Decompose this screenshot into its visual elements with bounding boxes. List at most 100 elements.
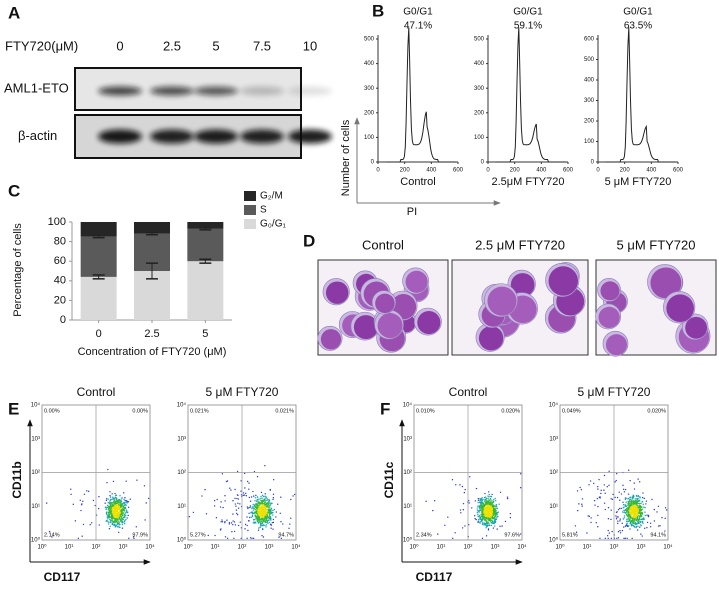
- event-dot: [629, 496, 631, 499]
- event-dot: [478, 511, 480, 513]
- event-dot: [483, 498, 485, 500]
- event-dot: [493, 511, 495, 513]
- quadrant-percent: 94.7%: [278, 532, 294, 538]
- event-dot: [257, 499, 259, 501]
- y-tick-label: 10⁴: [31, 402, 41, 409]
- event-dot: [123, 523, 126, 525]
- event-dot: [627, 515, 630, 518]
- event-dot: [636, 498, 638, 500]
- cell-nucleus: [666, 294, 694, 323]
- gate-percent: 59.1%: [514, 21, 542, 32]
- event-dot: [483, 508, 485, 510]
- event-dot: [115, 515, 118, 517]
- event-dot: [123, 504, 126, 507]
- event-dot: [633, 508, 635, 511]
- x-tick-label: 10¹: [65, 545, 74, 551]
- event-dot: [646, 521, 649, 524]
- event-dot: [632, 518, 634, 521]
- event-dot: [625, 505, 627, 508]
- event-dot: [627, 497, 630, 500]
- y-tick-label: 10²: [403, 470, 412, 476]
- event-dot: [121, 527, 124, 529]
- event-dot: [629, 523, 631, 525]
- y-tick-label: 60: [54, 255, 66, 267]
- event-dot: [480, 518, 482, 521]
- x-tick-label: 400: [426, 168, 437, 174]
- event-dot: [257, 504, 259, 506]
- event-dot: [268, 519, 270, 521]
- event-dot: [484, 522, 487, 525]
- event-dot: [237, 498, 240, 500]
- event-dot: [109, 511, 111, 513]
- event-dot: [109, 525, 111, 528]
- event-dot: [639, 496, 641, 498]
- event-dot: [266, 514, 269, 516]
- event-dot: [588, 515, 591, 517]
- event-dot: [631, 513, 633, 516]
- event-dot: [257, 515, 259, 517]
- event-dot: [105, 499, 108, 502]
- event-dot: [631, 519, 633, 522]
- event-dot: [125, 499, 127, 502]
- cell-nucleus: [405, 270, 428, 293]
- event-dot: [639, 521, 642, 524]
- event-dot: [624, 504, 627, 506]
- event-dot: [244, 523, 247, 526]
- event-dot: [80, 509, 82, 512]
- event-dot: [109, 495, 111, 497]
- event-dot: [259, 510, 261, 512]
- event-dot: [260, 511, 262, 513]
- event-dot: [482, 522, 484, 524]
- event-dot: [623, 537, 625, 540]
- event-dot: [111, 522, 114, 525]
- event-dot: [111, 505, 114, 507]
- event-dot: [476, 510, 479, 512]
- event-dot: [486, 505, 488, 507]
- event-dot: [226, 519, 228, 521]
- event-dot: [485, 535, 488, 537]
- event-dot: [485, 510, 487, 513]
- event-dot: [637, 525, 639, 528]
- event-dot: [98, 495, 100, 498]
- event-dot: [123, 492, 125, 494]
- event-dot: [255, 522, 257, 524]
- event-dot: [111, 498, 114, 500]
- event-dot: [425, 500, 427, 503]
- event-dot: [490, 499, 492, 501]
- event-dot: [656, 511, 658, 513]
- legend-label: G₂/M: [260, 191, 283, 202]
- event-dot: [224, 536, 227, 538]
- event-dot: [250, 512, 252, 514]
- event-dot: [220, 501, 222, 503]
- event-dot: [664, 530, 666, 532]
- y-tick-label: 300: [474, 86, 485, 92]
- event-dot: [623, 517, 625, 519]
- event-dot: [632, 511, 635, 513]
- cell-nucleus: [417, 310, 441, 335]
- event-dot: [495, 516, 498, 518]
- event-dot: [639, 505, 641, 507]
- x-tick-label: 0: [96, 328, 102, 340]
- event-dot: [635, 495, 638, 497]
- event-dot: [627, 511, 629, 513]
- y-tick-label: 10⁰: [403, 537, 413, 544]
- event-dot: [237, 507, 240, 509]
- event-dot: [272, 528, 274, 530]
- event-dot: [625, 501, 627, 503]
- event-dot: [266, 502, 268, 505]
- event-dot: [264, 516, 266, 518]
- event-dot: [261, 535, 263, 537]
- event-dot: [261, 511, 264, 513]
- event-dot: [270, 527, 272, 529]
- x-tick-label: 10⁰: [409, 544, 419, 551]
- event-dot: [253, 470, 256, 473]
- event-dot: [625, 524, 628, 526]
- event-dot: [479, 498, 481, 500]
- y-tick-label: 0: [591, 160, 595, 166]
- condition-label: 5 μM FTY720: [206, 385, 279, 399]
- event-dot: [455, 484, 457, 486]
- event-dot: [110, 513, 113, 515]
- event-dot: [485, 512, 487, 515]
- event-dot: [126, 511, 128, 514]
- error-bar: [199, 258, 212, 264]
